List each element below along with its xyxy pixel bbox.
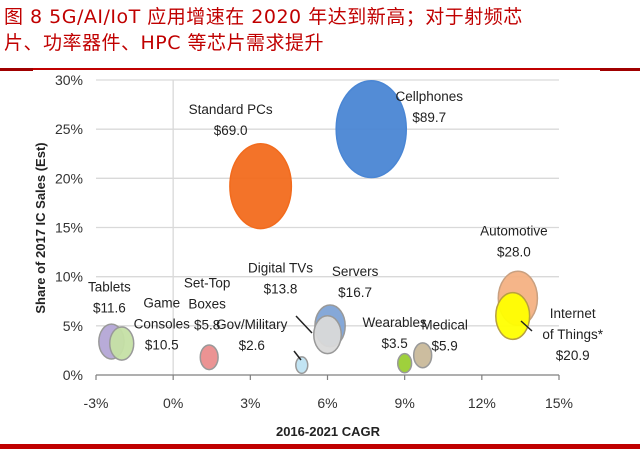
bubble-label: Gov/Military	[216, 317, 288, 332]
top-rule-accent-left	[0, 68, 33, 71]
x-axis-label: 2016-2021 CAGR	[276, 424, 381, 439]
x-tick-label: 6%	[317, 395, 337, 411]
bubble-game-consoles	[108, 326, 135, 361]
x-tick-label: 9%	[395, 395, 415, 411]
bubble-label: Servers	[332, 264, 379, 279]
x-tick-label: 3%	[240, 395, 260, 411]
axes: 0%5%10%15%20%25%30%-3% 0% 3% 6% 9% 12% 15%	[55, 72, 573, 411]
bottom-rule	[0, 444, 640, 449]
bubble-label: $5.9	[432, 338, 458, 353]
bubble-label: $20.9	[556, 348, 590, 363]
bubble-label: Boxes	[188, 296, 226, 311]
bubble-cellphones	[335, 80, 408, 179]
y-tick-label: 10%	[55, 269, 83, 285]
bubble-label: Cellphones	[395, 89, 463, 104]
caption-line-2: 片、功率器件、HPC 等芯片需求提升	[4, 32, 325, 54]
bubble-label: $16.7	[338, 285, 372, 300]
bubble-label: Automotive	[480, 223, 548, 238]
bubble-label: Standard PCs	[189, 102, 273, 117]
bubble-digital-tvs	[313, 314, 342, 355]
x-tick-label: 12%	[468, 395, 496, 411]
bubble-set-top-boxes	[199, 344, 219, 371]
bubble-label: Medical	[421, 317, 468, 332]
bubble-label: Consoles	[134, 317, 191, 332]
bubble-wearables	[396, 352, 413, 374]
leader-line	[520, 320, 533, 332]
bubble-label: Tablets	[88, 280, 131, 295]
y-tick-label: 15%	[55, 220, 83, 236]
bubble-label: $28.0	[497, 244, 531, 259]
bubble-label: Game	[143, 296, 180, 311]
bubble-label: $11.6	[93, 301, 126, 316]
y-tick-label: 20%	[55, 170, 83, 186]
bubble-label: $2.6	[239, 338, 265, 353]
y-axis-label: Share of 2017 IC Sales (Est)	[33, 142, 48, 313]
top-rule-accent-right	[600, 68, 640, 71]
figure-caption: 图 8 5G/AI/IoT 应用增速在 2020 年达到新高；对于射频芯 片、功…	[4, 4, 636, 56]
bubble-internet-of-things	[495, 291, 531, 341]
bubble-standard-pcs	[229, 143, 293, 230]
x-tick-label: 15%	[545, 395, 573, 411]
bubble-labels: Cellphones $89.7 Standard PCs $69.0 Automoti…	[88, 89, 604, 363]
y-tick-label: 25%	[55, 121, 83, 137]
leader-line	[295, 315, 313, 334]
bubble-label: $5.8	[194, 317, 220, 332]
bubble-label: $89.7	[412, 110, 446, 125]
y-tick-label: 5%	[63, 318, 83, 334]
x-tick-label: -3%	[84, 395, 109, 411]
y-tick-label: 0%	[63, 367, 83, 383]
top-rule	[0, 68, 640, 70]
bubble-medical	[412, 342, 433, 369]
y-tick-label: 30%	[55, 72, 83, 88]
leader-line	[293, 350, 302, 361]
caption-line-1: 图 8 5G/AI/IoT 应用增速在 2020 年达到新高；对于射频芯	[4, 6, 523, 28]
leader-lines	[293, 315, 533, 361]
bubble-label: $69.0	[214, 123, 248, 138]
x-tick-label: 0%	[163, 395, 183, 411]
bubble-label: $3.5	[382, 336, 408, 351]
bubbles	[98, 80, 539, 375]
bubble-label: of Things*	[542, 327, 603, 342]
bubble-label: $13.8	[264, 282, 298, 297]
gridlines	[96, 79, 559, 375]
bubble-label: Internet	[550, 306, 596, 321]
bubble-label: $10.5	[145, 338, 179, 353]
bubble-label: Set-Top	[184, 275, 231, 290]
bubble-label: Wearables	[363, 315, 428, 330]
bubble-label: Digital TVs	[248, 261, 313, 276]
bubble-gov-military	[295, 356, 309, 375]
